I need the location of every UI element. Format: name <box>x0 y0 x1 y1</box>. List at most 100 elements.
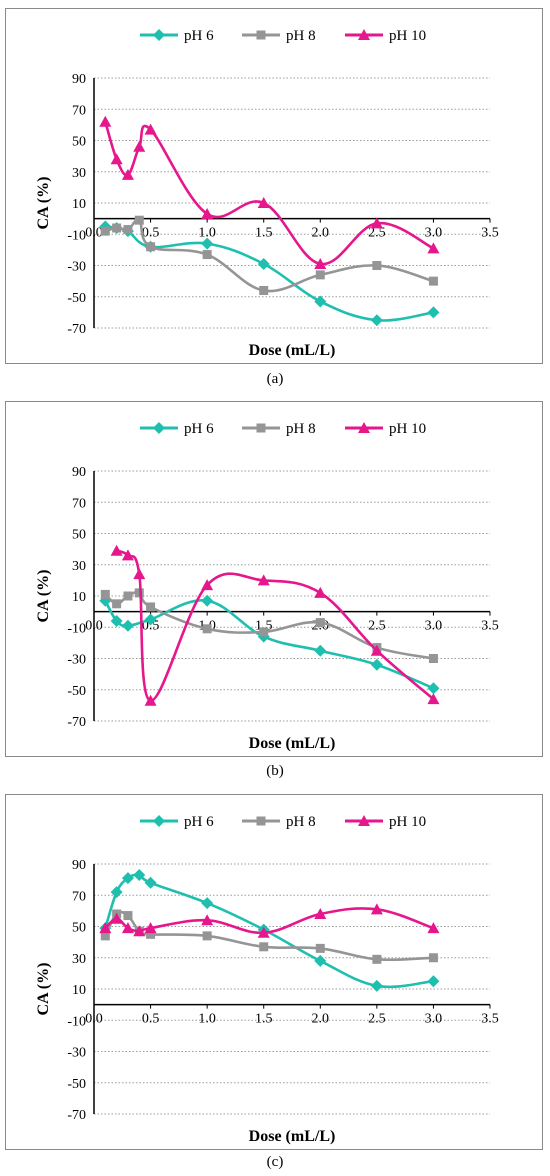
x-tick-label: 3.5 <box>481 619 499 634</box>
data-point-ph8 <box>428 276 438 286</box>
y-tick-label: -50 <box>67 684 86 699</box>
legend-marker-group-ph8 <box>256 30 266 40</box>
data-point-ph6 <box>314 295 327 308</box>
y-axis-title: CA (%) <box>35 963 52 1016</box>
legend-marker-ph10 <box>358 422 370 433</box>
x-tick-label: 0.0 <box>85 619 103 634</box>
series-markers-ph10 <box>99 903 440 938</box>
y-tick-label: -30 <box>67 653 86 668</box>
data-point-ph10 <box>370 644 383 656</box>
legend-label-ph6: pH 6 <box>184 421 214 437</box>
data-point-ph8 <box>259 627 269 637</box>
y-tick-label: -10 <box>67 1014 86 1029</box>
data-point-ph10 <box>110 544 123 556</box>
series-line-ph8 <box>104 218 434 293</box>
data-point-ph8 <box>123 911 133 921</box>
data-point-ph10 <box>201 207 214 219</box>
data-point-ph10 <box>121 168 134 180</box>
data-point-ph10 <box>144 123 157 135</box>
data-point-ph8 <box>372 954 382 964</box>
x-tick-label: 3.5 <box>481 226 499 241</box>
y-axis-title: CA (%) <box>35 570 52 623</box>
data-point-ph8 <box>123 225 133 235</box>
data-point-ph8 <box>315 618 325 628</box>
data-point-ph10 <box>427 922 440 934</box>
legend-marker-ph10 <box>358 29 370 40</box>
legend-label-ph8: pH 8 <box>286 421 316 437</box>
data-point-ph6 <box>110 886 123 899</box>
legend-label-ph10: pH 10 <box>389 421 426 437</box>
y-tick-label: -70 <box>67 322 86 337</box>
data-point-ph6 <box>201 237 214 250</box>
x-tick-label: 1.0 <box>198 226 216 241</box>
series-line-ph6 <box>104 599 434 690</box>
data-point-ph6 <box>427 682 440 695</box>
y-tick-label: -30 <box>67 1046 86 1061</box>
legend-marker-group-ph8 <box>256 816 266 826</box>
legend-marker-ph6 <box>153 815 165 827</box>
legend-label-ph8: pH 8 <box>286 28 316 44</box>
data-point-ph10 <box>257 197 270 208</box>
legend-label-ph8: pH 8 <box>286 814 316 830</box>
data-point-ph10 <box>144 694 157 706</box>
legend-marker-ph10 <box>358 815 370 826</box>
y-tick-label: 10 <box>72 197 86 212</box>
data-point-ph8 <box>146 929 156 939</box>
data-point-ph10 <box>314 257 327 269</box>
legend-label-ph6: pH 6 <box>184 814 214 830</box>
data-point-ph10 <box>110 153 123 165</box>
legend-marker-group-ph6 <box>153 422 165 434</box>
data-point-ph8 <box>259 942 269 952</box>
data-point-ph6 <box>144 876 157 889</box>
series-line-ph10 <box>104 907 434 935</box>
legend-marker-group-ph10 <box>358 422 370 433</box>
legend-marker-ph8 <box>256 423 266 433</box>
chart-svg-a: pH 6 pH 8 pH 10 -70 -50 -30 -10 10 30 50 70 90 0.0 0.… <box>35 28 499 359</box>
chart-caption-b: (b) <box>266 763 284 779</box>
y-tick-label: 30 <box>72 559 86 574</box>
x-tick-label: 3.5 <box>481 1012 499 1027</box>
data-point-ph10 <box>99 922 112 934</box>
x-tick-label: 2.0 <box>312 226 330 241</box>
legend-marker-group-ph8 <box>256 423 266 433</box>
x-tick-label: 2.5 <box>368 619 386 634</box>
data-point-ph6 <box>427 306 440 319</box>
legend-label-ph10: pH 10 <box>389 814 426 830</box>
y-tick-label: 70 <box>72 889 86 904</box>
data-point-ph10 <box>257 926 270 938</box>
series-markers-ph6 <box>99 594 440 695</box>
data-point-ph6 <box>201 897 214 910</box>
data-point-ph8 <box>315 270 325 280</box>
series-line-ph8 <box>104 910 434 962</box>
y-tick-label: 10 <box>72 983 86 998</box>
data-point-ph10 <box>133 568 146 580</box>
data-point-ph8 <box>134 588 144 598</box>
y-tick-label: 50 <box>72 528 86 543</box>
data-point-ph6 <box>121 872 134 885</box>
series-line-ph10 <box>116 549 435 702</box>
legend-marker-group-ph6 <box>153 29 165 41</box>
data-point-ph8 <box>202 250 212 260</box>
data-point-ph10 <box>257 574 270 586</box>
data-point-ph10 <box>133 140 146 152</box>
x-tick-label: 0.5 <box>142 1012 160 1027</box>
data-point-ph6 <box>314 954 327 967</box>
y-tick-label: 50 <box>72 135 86 150</box>
x-tick-label: 1.5 <box>255 226 273 241</box>
legend-marker-group-ph6 <box>153 815 165 827</box>
x-axis-title: Dose (mL/L) <box>249 342 336 359</box>
data-point-ph10 <box>201 914 214 926</box>
data-point-ph10 <box>201 579 214 591</box>
x-axis-title: Dose (mL/L) <box>249 1128 336 1145</box>
chart-svg-c: pH 6 pH 8 pH 10 -70 -50 -30 -10 10 30 50 70 90 0.0 0.… <box>35 814 499 1145</box>
chart-panel-b: pH 6 pH 8 pH 10 -70 -50 -30 -10 10 30 50 70 90 0.0 0.… <box>5 401 543 757</box>
data-point-ph6 <box>370 314 383 327</box>
series-markers-ph8 <box>100 909 438 964</box>
data-point-ph6 <box>370 658 383 671</box>
data-point-ph10 <box>99 115 112 127</box>
y-axis-title: CA (%) <box>35 177 52 230</box>
data-point-ph10 <box>370 217 383 229</box>
x-axis-title: Dose (mL/L) <box>249 735 336 752</box>
x-tick-label: 1.5 <box>255 1012 273 1027</box>
data-point-ph10 <box>370 903 383 915</box>
